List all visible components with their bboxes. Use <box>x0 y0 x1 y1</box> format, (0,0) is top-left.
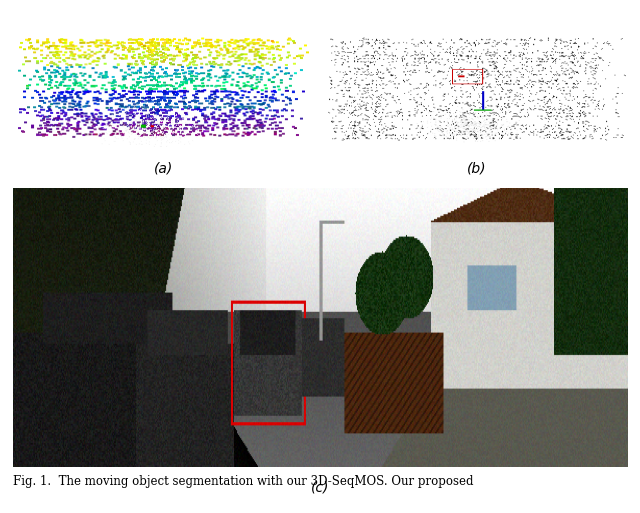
Text: (a): (a) <box>154 162 173 176</box>
Text: (c): (c) <box>311 481 329 495</box>
Text: (b): (b) <box>467 162 486 176</box>
Text: Fig. 1.  The moving object segmentation with our 3D-SeqMOS. Our proposed: Fig. 1. The moving object segmentation w… <box>13 475 474 487</box>
